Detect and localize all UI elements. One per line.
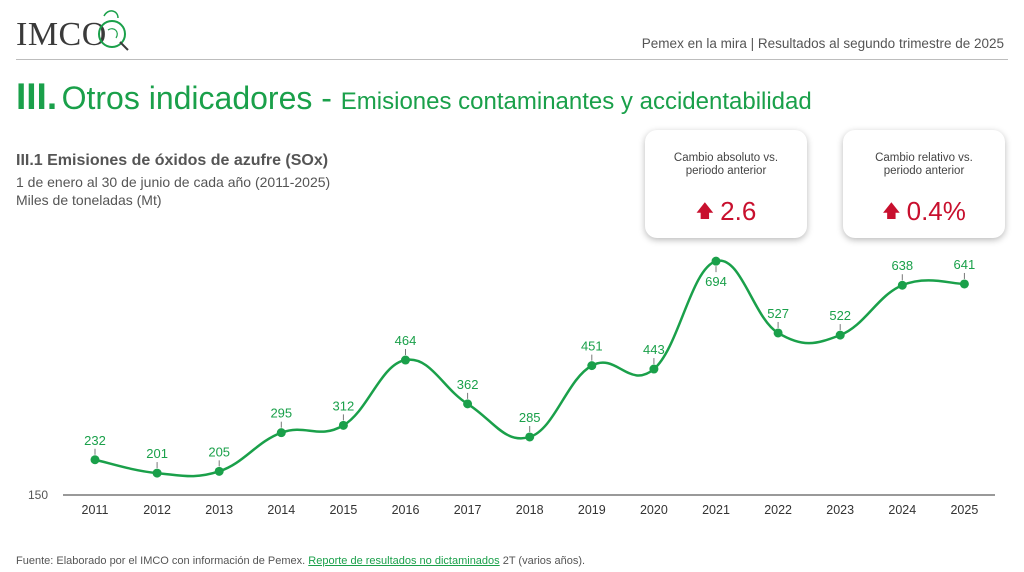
data-point: [959, 279, 969, 289]
data-point: [897, 280, 907, 290]
data-point: [463, 399, 473, 409]
data-point: [401, 355, 410, 365]
series-line: [94, 259, 965, 478]
x-tick-label: 2015: [329, 503, 357, 517]
x-tick-label: 2018: [516, 503, 544, 517]
x-tick-label: 2016: [392, 503, 420, 517]
kpi-value: 2.6: [720, 196, 757, 226]
kpi-absolute-change: Cambio absoluto vs. periodo anterior 🡅 2.…: [645, 130, 807, 238]
data-point: [587, 361, 597, 371]
section-main-title: Otros indicadores: [61, 80, 313, 116]
data-point: [773, 328, 783, 338]
x-tick-label: 2017: [454, 503, 482, 517]
data-label: 295: [270, 406, 292, 421]
section-subtitle: Emisiones contaminantes y accidentabilid…: [340, 88, 812, 115]
section-title: III. Otros indicadores - Emisiones conta…: [16, 76, 812, 118]
y-axis-baseline-label: 150: [28, 488, 48, 502]
kpi-label: Cambio absoluto vs. periodo anterior: [645, 152, 807, 178]
data-label: 205: [208, 444, 230, 459]
data-point: [214, 466, 224, 476]
section-separator: -: [312, 80, 341, 116]
footer-suffix: 2T (varios años).: [499, 555, 586, 567]
report-link[interactable]: Reporte de resultados no dictaminados: [308, 555, 500, 567]
arrow-up-icon: 🡅: [882, 201, 901, 221]
data-point: [338, 420, 348, 430]
data-label: 464: [395, 333, 417, 348]
data-point: [525, 432, 535, 442]
data-point: [649, 364, 659, 374]
logo-text: IMCO: [16, 16, 107, 53]
data-point: [835, 330, 845, 340]
data-label: 638: [891, 258, 913, 273]
header-divider: [16, 59, 1008, 60]
kpi-value: 0.4%: [906, 196, 966, 226]
data-point: [276, 428, 286, 438]
x-tick-label: 2025: [950, 503, 978, 517]
data-label: 641: [954, 257, 976, 272]
kpi-label: Cambio relativo vs. periodo anterior: [843, 152, 1005, 178]
x-tick-label: 2022: [764, 503, 792, 517]
sox-emissions-line-chart: 150 232 2011 201 2012 205 2013 295 2014 312 2015 46…: [28, 256, 995, 517]
x-tick-label: 2024: [888, 503, 916, 517]
kpi-label-line2: periodo anterior: [685, 165, 767, 177]
data-label: 285: [519, 410, 541, 425]
source-footer: Fuente: Elaborado por el IMCO con inform…: [16, 555, 585, 567]
data-label: 522: [829, 308, 851, 323]
kpi-label-line1: Cambio absoluto vs.: [673, 152, 779, 164]
data-point: [152, 468, 162, 478]
data-label: 443: [643, 342, 665, 357]
chart-title: III.1 Emisiones de óxidos de azufre (SOx…: [16, 152, 329, 169]
section-number: III.: [16, 76, 58, 117]
footer-prefix: Fuente: Elaborado por el IMCO con inform…: [16, 555, 309, 567]
x-tick-label: 2023: [826, 503, 854, 517]
kpi-value-row: 🡅 2.6: [645, 196, 807, 229]
report-title: Pemex en la mira | Resultados al segundo…: [641, 36, 1004, 51]
x-tick-label: 2011: [82, 503, 109, 517]
imco-logo: IMCO: [16, 6, 136, 56]
kpi-label-line1: Cambio relativo vs.: [875, 152, 973, 164]
arrow-up-icon: 🡅: [695, 201, 715, 221]
data-label: 527: [767, 306, 789, 321]
data-label: 312: [333, 398, 355, 413]
chart-units: Miles de toneladas (Mt): [16, 192, 162, 208]
x-tick-label: 2020: [640, 503, 668, 517]
data-point: [90, 455, 100, 465]
data-label: 451: [581, 339, 603, 354]
kpi-label-line2: periodo anterior: [883, 165, 965, 177]
x-tick-label: 2019: [578, 503, 606, 517]
data-label: 362: [457, 377, 479, 392]
data-point: [711, 256, 721, 266]
chart-period: 1 de enero al 30 de junio de cada año (2…: [16, 174, 331, 190]
kpi-relative-change: Cambio relativo vs. periodo anterior 🡅 0.…: [843, 130, 1005, 238]
kpi-value-row: 🡅 0.4%: [843, 196, 1005, 229]
logo-swirl-icon: [98, 10, 129, 51]
data-label: 232: [84, 433, 106, 448]
x-tick-label: 2012: [143, 503, 171, 517]
x-tick-label: 2014: [267, 503, 295, 517]
data-label: 694: [705, 274, 727, 289]
data-label: 201: [146, 446, 168, 461]
x-tick-label: 2013: [205, 503, 233, 517]
x-tick-label: 2021: [702, 503, 730, 517]
